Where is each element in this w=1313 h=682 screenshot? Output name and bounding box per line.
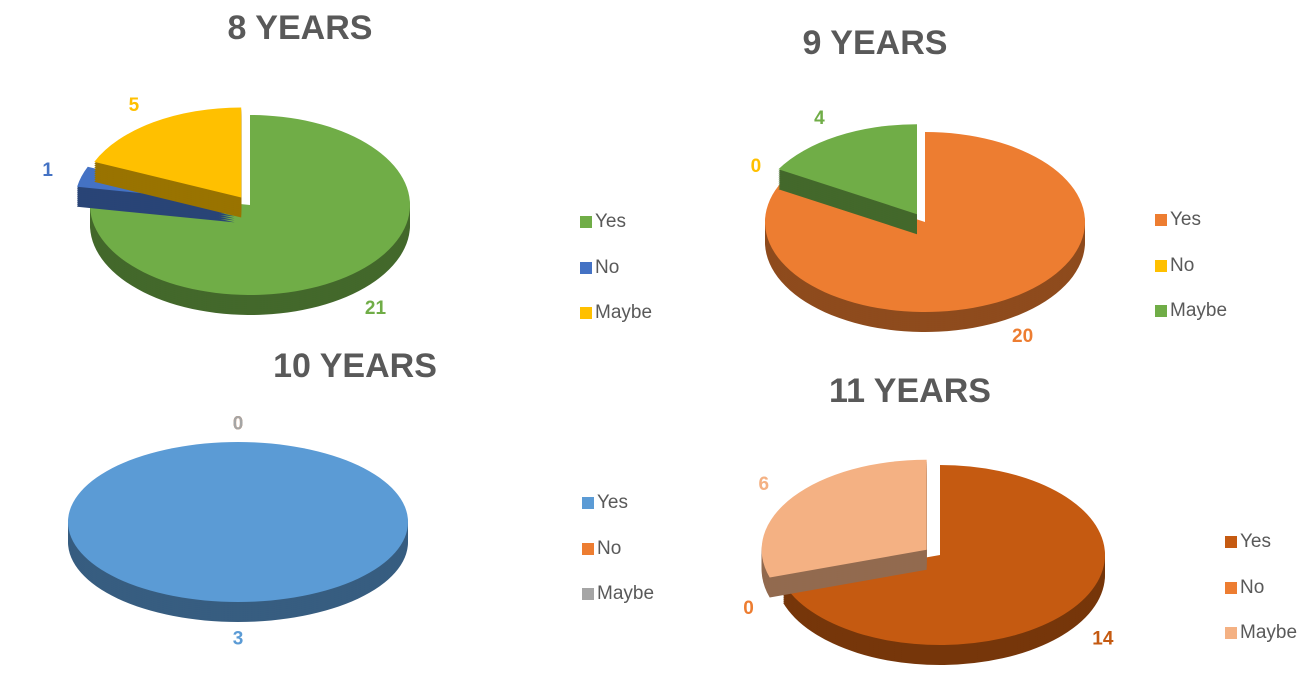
- data-label: 0: [233, 413, 244, 434]
- pie-slice: [68, 442, 408, 622]
- legend-swatch: [1155, 305, 1167, 317]
- slice-top: [761, 459, 927, 578]
- legend-swatch: [580, 262, 592, 274]
- pie-slice: [778, 124, 917, 235]
- legend-swatch: [1225, 582, 1237, 594]
- legend-label: Yes: [597, 492, 628, 513]
- data-label: 3: [233, 629, 244, 650]
- pie-slice: [94, 107, 242, 218]
- data-label: 4: [814, 108, 825, 129]
- slice-top: [783, 465, 1105, 646]
- chart-title: 8 YEARS: [228, 9, 373, 47]
- data-label: 0: [743, 598, 754, 619]
- legend-swatch: [1225, 627, 1237, 639]
- legend-label: Maybe: [597, 583, 654, 604]
- pie-slice: [90, 115, 411, 315]
- legend-label: Yes: [1170, 209, 1201, 230]
- slice-top: [68, 442, 408, 602]
- slice-top: [778, 124, 917, 215]
- legend-label: No: [597, 538, 621, 559]
- chart-title: 10 YEARS: [273, 347, 437, 385]
- data-label: 0: [233, 413, 244, 434]
- legend-label: No: [1170, 255, 1194, 276]
- data-label: 14: [1092, 629, 1114, 650]
- chart-title: 9 YEARS: [803, 24, 948, 62]
- legend-swatch: [1155, 214, 1167, 226]
- pie-slice: [764, 132, 1086, 333]
- data-label: 5: [129, 95, 140, 116]
- pie-slice: [783, 465, 1105, 665]
- data-label: 20: [1012, 326, 1033, 347]
- data-label: 0: [751, 156, 762, 177]
- legend-swatch: [582, 543, 594, 555]
- legend-label: No: [595, 257, 619, 278]
- slice-top: [90, 115, 411, 295]
- legend-swatch: [580, 307, 592, 319]
- data-label: 6: [759, 474, 770, 495]
- pie-slice: [761, 459, 927, 598]
- legend-label: Maybe: [1240, 622, 1297, 643]
- slice-top: [764, 132, 1085, 312]
- legend-swatch: [1225, 536, 1237, 548]
- slice-top: [94, 107, 242, 198]
- legend-label: Maybe: [1170, 300, 1227, 321]
- data-label: 1: [42, 160, 53, 181]
- chart-title: 11 YEARS: [829, 372, 991, 410]
- legend-swatch: [582, 588, 594, 600]
- legend-label: Maybe: [595, 302, 652, 323]
- legend-swatch: [1155, 260, 1167, 272]
- legend-swatch: [582, 497, 594, 509]
- legend-label: Yes: [595, 211, 626, 232]
- data-label: 21: [365, 298, 387, 319]
- legend-label: No: [1240, 577, 1264, 598]
- legend-swatch: [580, 216, 592, 228]
- legend-label: Yes: [1240, 531, 1271, 552]
